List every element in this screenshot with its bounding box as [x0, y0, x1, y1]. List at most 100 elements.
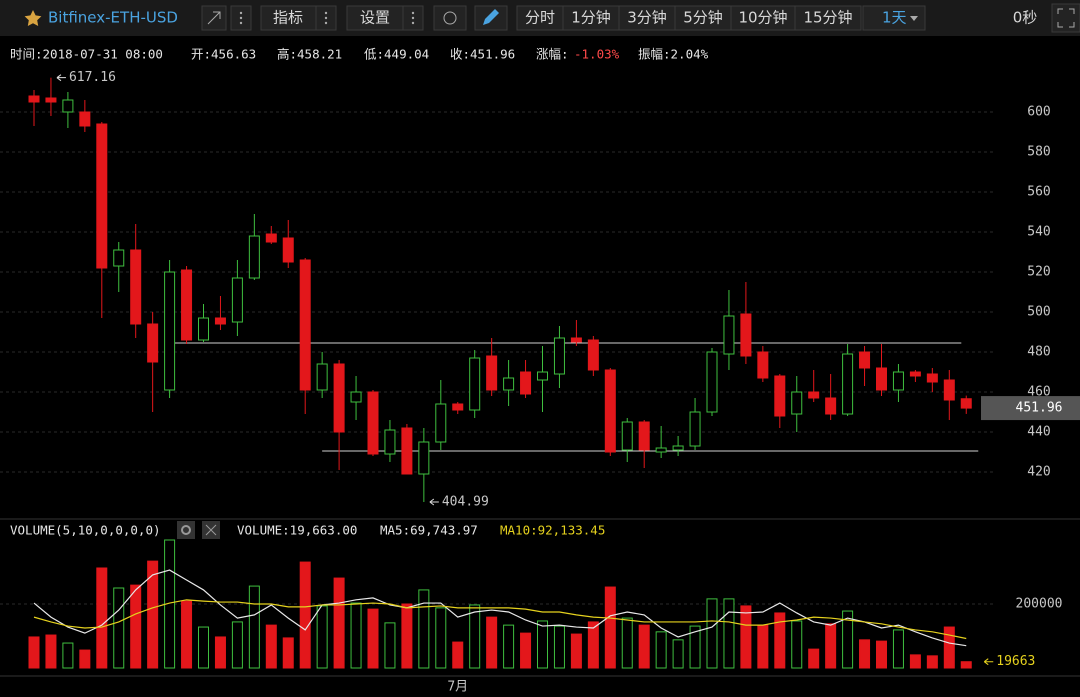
candle-body	[418, 441, 430, 475]
volume-bar	[79, 649, 91, 669]
info-time: 时间:2018-07-31 08:00	[10, 47, 163, 62]
dot	[239, 21, 243, 25]
candle-body	[469, 357, 481, 411]
info-change: -1.03%	[574, 47, 620, 62]
candle-body	[808, 391, 820, 399]
candle-body	[943, 379, 955, 401]
arrow	[429, 498, 439, 506]
volume-bar	[469, 604, 481, 669]
volume-bar	[791, 620, 803, 669]
volume-bar	[892, 629, 904, 669]
y-tick-label: 420	[1027, 465, 1050, 480]
candle-body	[181, 269, 193, 341]
candle-body	[655, 447, 667, 453]
theme-button[interactable]	[433, 5, 467, 31]
arrow	[56, 74, 66, 82]
candle-body	[757, 351, 769, 379]
settings-button[interactable]	[346, 5, 404, 31]
indicator-button[interactable]	[260, 5, 317, 31]
fullscreen-button[interactable]	[1051, 3, 1080, 33]
y-tick-label: 600	[1027, 105, 1050, 120]
volume-bar	[655, 631, 667, 669]
arrow	[983, 658, 994, 666]
info-change-label: 涨幅:	[536, 47, 569, 62]
volume-bar	[96, 567, 108, 669]
candle-body	[316, 363, 328, 391]
timer: 0秒	[1013, 9, 1038, 27]
dot	[239, 11, 243, 15]
candle-body	[147, 323, 159, 363]
period-label: 3分钟	[627, 9, 667, 27]
popout-icon	[207, 11, 221, 25]
volume-bar	[214, 636, 226, 669]
candle-body	[401, 427, 413, 475]
period-button[interactable]	[794, 5, 862, 31]
y-tick-label: 480	[1027, 345, 1050, 360]
y-tick-label: 460	[1027, 385, 1050, 400]
candle-body	[28, 95, 40, 103]
favorite-icon[interactable]	[24, 10, 42, 26]
candle-body	[62, 99, 74, 113]
volume-bar	[537, 620, 548, 669]
volume-bar	[604, 586, 616, 669]
candle-body	[621, 421, 633, 451]
period-button[interactable]	[516, 5, 564, 31]
y-tick-label: 520	[1027, 265, 1050, 280]
candle-body	[926, 373, 938, 383]
period-selected: 1天	[882, 9, 907, 27]
symbol[interactable]: Bitfinex-ETH-USD	[48, 9, 178, 27]
candle-body	[638, 421, 650, 451]
volume-bar	[316, 605, 328, 669]
candle-body	[265, 233, 277, 243]
volume-bar	[45, 634, 57, 669]
volume-bar	[503, 624, 515, 669]
volume-bar	[28, 636, 40, 669]
period-label: 15分钟	[803, 9, 852, 27]
ma-line	[33, 599, 967, 640]
volume-bar	[350, 602, 362, 669]
volume-bar	[774, 612, 786, 669]
volume-bar	[757, 624, 769, 669]
sun-icon	[443, 11, 457, 25]
period-button[interactable]	[562, 5, 620, 31]
settings-label: 设置	[360, 9, 390, 27]
dot	[324, 16, 328, 20]
candle-body	[909, 371, 921, 377]
period-bar: 分时 1分钟 3分钟 5分钟 10分钟 15分钟	[516, 5, 862, 31]
candle-body	[553, 337, 565, 375]
volume-bar	[113, 587, 125, 669]
y-tick-label: 440	[1027, 425, 1050, 440]
volume-bar	[723, 598, 735, 669]
dot	[239, 16, 243, 20]
candle-body	[214, 317, 226, 325]
volume-bar	[825, 623, 837, 669]
volume-header: VOLUME(5,10,0,0,0,0) VOLUME:19,663.00 MA…	[10, 521, 605, 539]
last-price-box	[981, 396, 1080, 421]
dot	[324, 11, 328, 15]
fullscreen-icon	[1057, 8, 1075, 28]
annotation: 617.16	[69, 70, 116, 85]
candle-body	[587, 339, 599, 371]
candle-body	[79, 111, 91, 127]
candle-body	[367, 391, 379, 455]
info-amplitude: 振幅:2.04%	[638, 47, 709, 62]
volume-bar	[808, 648, 820, 669]
volume-bar	[333, 577, 345, 669]
dropdown-icon	[910, 16, 918, 21]
candle-body	[486, 355, 498, 391]
period-button[interactable]	[674, 5, 732, 31]
volume-bar	[486, 616, 498, 669]
candle-body	[774, 375, 786, 417]
candle-body	[384, 429, 396, 455]
candle-body	[740, 313, 752, 357]
candle-body	[350, 391, 362, 403]
volume-bar	[706, 598, 718, 669]
volume-settings[interactable]	[177, 521, 195, 539]
period-button[interactable]	[730, 5, 796, 31]
candle-body	[198, 317, 209, 341]
candle-body	[248, 235, 260, 279]
volume-bar	[384, 622, 396, 669]
candle-body	[892, 371, 904, 391]
candle-body	[604, 369, 616, 453]
